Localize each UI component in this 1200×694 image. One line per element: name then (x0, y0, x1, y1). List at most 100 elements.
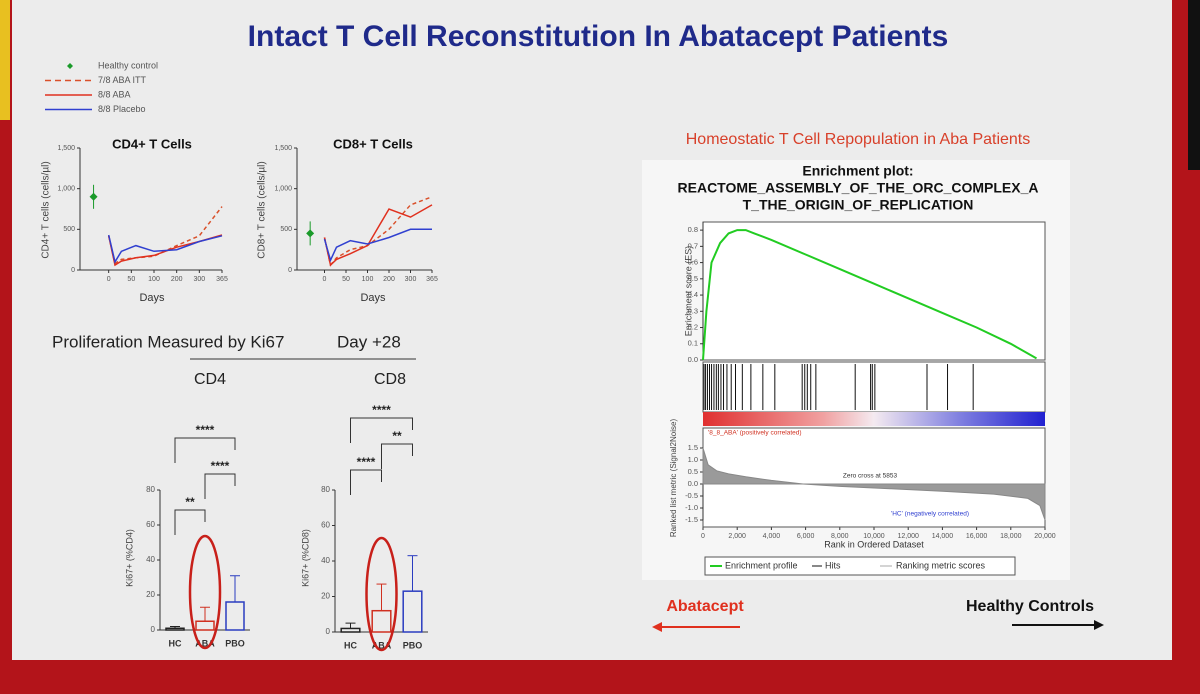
y-axis-label: Ranked list metric (Signal2Noise) (669, 419, 678, 538)
legend-label: Ranking metric scores (896, 560, 986, 570)
x-tick-label: 300 (405, 276, 417, 283)
y-tick-label: 0.5 (688, 274, 698, 283)
x-tick-label: 365 (426, 276, 438, 283)
y-tick-label: 1,000 (57, 186, 75, 193)
y-tick-label: 80 (146, 485, 155, 494)
y-tick-label: 0.8 (688, 225, 698, 234)
x-tick-label: PBO (225, 638, 245, 648)
significance-bracket (350, 417, 413, 443)
x-tick-label: 6,000 (797, 533, 815, 540)
significance-label: **** (211, 459, 230, 473)
y-tick-label: -1.0 (685, 503, 698, 512)
y-tick-label: 0 (151, 625, 156, 634)
arrow-head (1094, 620, 1104, 630)
y-tick-label: 60 (321, 521, 330, 530)
plot-frame (702, 221, 1046, 361)
x-tick-label: ABA (195, 638, 215, 648)
y-tick-label: 0.2 (688, 323, 698, 332)
group-label: CD8 (374, 371, 406, 388)
significance-label: **** (357, 455, 376, 469)
x-tick-label: 14,000 (932, 533, 954, 540)
significance-bracket (350, 469, 382, 495)
x-tick-label: 100 (148, 276, 160, 283)
x-axis-label: Days (139, 292, 165, 304)
arrow-head (652, 622, 662, 632)
x-tick-label: 50 (127, 276, 135, 283)
legend-label: 8/8 ABA (98, 89, 131, 99)
x-tick-label: 16,000 (966, 533, 988, 540)
legend-label: Healthy control (98, 60, 158, 70)
y-axis-label: CD8+ T cells (cells/µl) (257, 161, 268, 258)
metric-annotation: Zero cross at 5853 (843, 473, 898, 480)
chart-title: REACTOME_ASSEMBLY_OF_THE_ORC_COMPLEX_A (678, 180, 1039, 196)
y-tick-label: 0 (326, 627, 331, 636)
x-tick-label: HC (344, 640, 357, 650)
y-tick-label: -1.5 (685, 515, 698, 524)
y-tick-label: 500 (280, 226, 292, 233)
metric-annotation: '8_8_ABA' (positively correlated) (708, 430, 802, 437)
y-tick-label: 500 (63, 226, 75, 233)
significance-bracket (174, 509, 206, 535)
y-tick-label: 0.5 (688, 467, 698, 476)
gsea-heading: Homeostatic T Cell Repopulation in Aba P… (686, 131, 1031, 148)
y-tick-label: 0.0 (688, 355, 698, 364)
highlight (188, 534, 222, 650)
y-tick-label: 1,500 (57, 145, 75, 152)
significance-label: **** (372, 403, 391, 417)
y-tick-label: 0.1 (688, 339, 698, 348)
x-tick-label: 100 (362, 276, 374, 283)
metric-frame (702, 427, 1046, 528)
x-axis-label: Rank in Ordered Dataset (824, 539, 924, 549)
x-tick-label: 0 (701, 533, 705, 540)
marker (89, 192, 98, 201)
x-axis-label: Days (360, 292, 386, 304)
legend-label: 7/8 ABA ITT (98, 75, 147, 85)
y-tick-label: 20 (321, 592, 330, 601)
y-tick-label: 0.0 (688, 479, 698, 488)
metric-area (702, 447, 1046, 521)
x-tick-label: 20,000 (1034, 533, 1056, 540)
series-line (702, 229, 1037, 361)
legend-label: Hits (825, 560, 841, 570)
chart-title: Enrichment plot: (802, 163, 913, 179)
y-tick-label: 1,000 (274, 186, 292, 193)
y-tick-label: 0.3 (688, 306, 698, 315)
chart-title: CD4+ T Cells (112, 136, 192, 151)
chart-title: CD8+ T Cells (333, 136, 413, 151)
frame-accent (0, 0, 10, 120)
legend-label: Enrichment profile (725, 560, 798, 570)
section-heading: Proliferation Measured by Ki67 (52, 332, 284, 351)
y-axis-label: Ki67+ (%CD8) (300, 529, 310, 587)
significance-bracket (204, 473, 236, 499)
y-tick-label: 0 (288, 267, 292, 274)
y-tick-label: 0.6 (688, 258, 698, 267)
significance-bracket (174, 437, 236, 463)
arrow-label: Healthy Controls (966, 598, 1094, 615)
x-tick-label: 50 (342, 276, 350, 283)
x-tick-label: 8,000 (831, 533, 849, 540)
y-axis-label: CD4+ T cells (cells/µl) (41, 161, 52, 258)
y-tick-label: 0 (71, 267, 75, 274)
significance-bracket (381, 443, 413, 469)
series-line (323, 228, 432, 263)
legend-label: 8/8 Placebo (98, 104, 146, 114)
y-tick-label: 80 (321, 485, 330, 494)
hits-frame (702, 361, 1046, 413)
y-tick-label: 40 (146, 555, 155, 564)
x-tick-label: 300 (193, 276, 205, 283)
marker (306, 229, 315, 238)
y-tick-label: 1,500 (274, 145, 292, 152)
metric-annotation: 'HC' (negatively correlated) (891, 511, 969, 518)
y-axis-label: Enrichment score (ES) (683, 246, 693, 337)
x-tick-label: 0 (323, 276, 327, 283)
section-day: Day +28 (337, 332, 401, 351)
group-label: CD4 (194, 371, 226, 388)
y-tick-label: 1.0 (688, 455, 698, 464)
highlight (365, 536, 398, 652)
x-tick-label: 0 (107, 276, 111, 283)
y-tick-label: -0.5 (685, 491, 698, 500)
y-tick-label: 40 (321, 556, 330, 565)
y-tick-label: 20 (146, 590, 155, 599)
significance-label: **** (196, 423, 215, 437)
